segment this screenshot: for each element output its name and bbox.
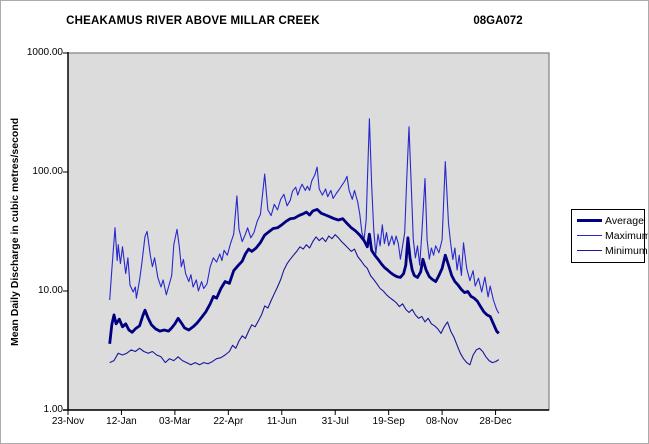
series-line-average — [108, 207, 500, 344]
x-tick-label: 11-Jun — [266, 416, 297, 427]
plot-area — [67, 52, 550, 411]
y-tick-label: 10.00 — [37, 285, 63, 296]
legend-label: Average — [605, 214, 644, 227]
legend-line-sample — [577, 219, 602, 222]
legend-label: Minimum — [605, 244, 648, 257]
x-tick-label: 22-Apr — [213, 416, 244, 427]
x-tick-label: 08-Nov — [425, 416, 459, 427]
station-id: 08GA072 — [473, 15, 523, 27]
legend-item-average: Average — [572, 213, 644, 228]
x-tick-label: 28-Dec — [479, 416, 512, 427]
legend-item-minimum: Minimum — [572, 243, 648, 258]
x-tick-label: 03-Mar — [159, 416, 191, 427]
legend-item-maximum: Maximum — [572, 228, 648, 243]
legend: Average Maximum Minimum — [571, 209, 648, 263]
x-tick-label: 19-Sep — [372, 416, 405, 427]
x-tick-label: 31-Jul — [321, 416, 349, 427]
x-tick-label: 23-Nov — [51, 416, 85, 427]
legend-label: Maximum — [605, 229, 649, 242]
y-tick-label: 1.00 — [43, 404, 63, 415]
chart-title: CHEAKAMUS RIVER ABOVE MILLAR CREEK — [66, 15, 320, 27]
y-tick-label: 100.00 — [32, 166, 63, 177]
series-line-maximum — [109, 118, 500, 314]
series-line-minimum — [109, 234, 500, 366]
legend-line-sample — [577, 235, 602, 236]
y-tick-label: 1000.00 — [26, 47, 63, 58]
legend-line-sample — [577, 250, 602, 251]
x-tick-label: 12-Jan — [106, 416, 137, 427]
